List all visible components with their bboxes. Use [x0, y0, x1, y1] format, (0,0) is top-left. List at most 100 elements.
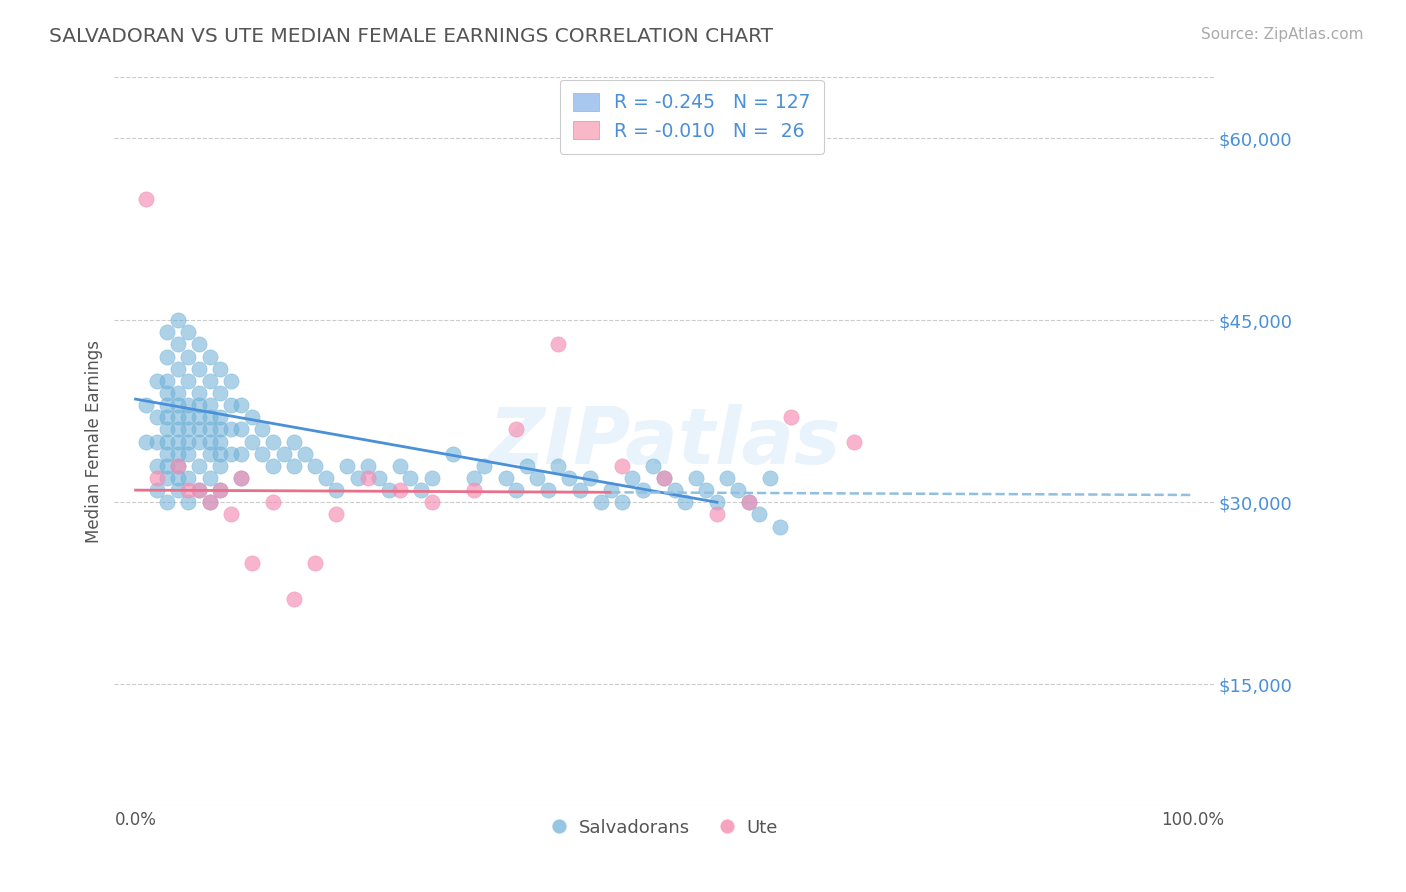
Point [758, 471, 780, 485]
Point [198, 350, 221, 364]
Point [188, 410, 211, 425]
Point [198, 398, 221, 412]
Point [209, 447, 232, 461]
Point [643, 458, 665, 473]
Point [166, 410, 188, 425]
Point [188, 458, 211, 473]
Text: SALVADORAN VS UTE MEDIAN FEMALE EARNINGS CORRELATION CHART: SALVADORAN VS UTE MEDIAN FEMALE EARNINGS… [49, 27, 773, 45]
Point [156, 422, 179, 436]
Text: ZIPatlas: ZIPatlas [488, 403, 841, 480]
Point [283, 592, 305, 607]
Point [177, 350, 200, 364]
Point [388, 483, 411, 497]
Point [231, 422, 253, 436]
Point [610, 495, 633, 509]
Point [252, 447, 274, 461]
Point [409, 483, 432, 497]
Point [177, 326, 200, 340]
Point [166, 337, 188, 351]
Point [166, 458, 188, 473]
Point [188, 483, 211, 497]
Point [505, 422, 527, 436]
Point [252, 422, 274, 436]
Point [166, 422, 188, 436]
Point [325, 483, 347, 497]
Point [664, 483, 686, 497]
Point [737, 495, 759, 509]
Point [388, 458, 411, 473]
Point [135, 434, 157, 449]
Point [769, 519, 792, 533]
Point [673, 495, 696, 509]
Point [240, 556, 263, 570]
Point [420, 495, 443, 509]
Point [579, 471, 602, 485]
Point [262, 495, 284, 509]
Point [156, 374, 179, 388]
Point [294, 447, 316, 461]
Point [198, 447, 221, 461]
Point [209, 483, 232, 497]
Point [156, 495, 179, 509]
Point [219, 374, 242, 388]
Point [568, 483, 591, 497]
Point [737, 495, 759, 509]
Point [558, 471, 581, 485]
Point [336, 458, 359, 473]
Point [600, 483, 623, 497]
Point [610, 458, 633, 473]
Point [166, 471, 188, 485]
Point [209, 386, 232, 401]
Point [209, 458, 232, 473]
Point [188, 483, 211, 497]
Point [198, 422, 221, 436]
Point [156, 458, 179, 473]
Point [166, 458, 188, 473]
Point [188, 422, 211, 436]
Point [547, 337, 569, 351]
Point [420, 471, 443, 485]
Point [166, 434, 188, 449]
Point [748, 508, 770, 522]
Point [695, 483, 717, 497]
Point [652, 471, 675, 485]
Point [315, 471, 337, 485]
Point [188, 398, 211, 412]
Point [262, 458, 284, 473]
Point [378, 483, 401, 497]
Point [166, 361, 188, 376]
Point [198, 495, 221, 509]
Point [156, 447, 179, 461]
Point [685, 471, 707, 485]
Point [231, 471, 253, 485]
Point [621, 471, 644, 485]
Point [145, 410, 167, 425]
Point [463, 483, 485, 497]
Point [495, 471, 517, 485]
Point [357, 458, 380, 473]
Point [780, 410, 803, 425]
Text: Source: ZipAtlas.com: Source: ZipAtlas.com [1201, 27, 1364, 42]
Point [156, 386, 179, 401]
Point [177, 422, 200, 436]
Point [219, 398, 242, 412]
Point [219, 422, 242, 436]
Point [441, 447, 464, 461]
Point [177, 447, 200, 461]
Point [631, 483, 654, 497]
Point [177, 374, 200, 388]
Point [537, 483, 560, 497]
Point [219, 508, 242, 522]
Point [273, 447, 295, 461]
Point [346, 471, 368, 485]
Point [188, 386, 211, 401]
Point [198, 374, 221, 388]
Point [706, 508, 728, 522]
Point [156, 434, 179, 449]
Point [177, 483, 200, 497]
Point [156, 326, 179, 340]
Point [262, 434, 284, 449]
Point [526, 471, 548, 485]
Point [231, 447, 253, 461]
Point [166, 313, 188, 327]
